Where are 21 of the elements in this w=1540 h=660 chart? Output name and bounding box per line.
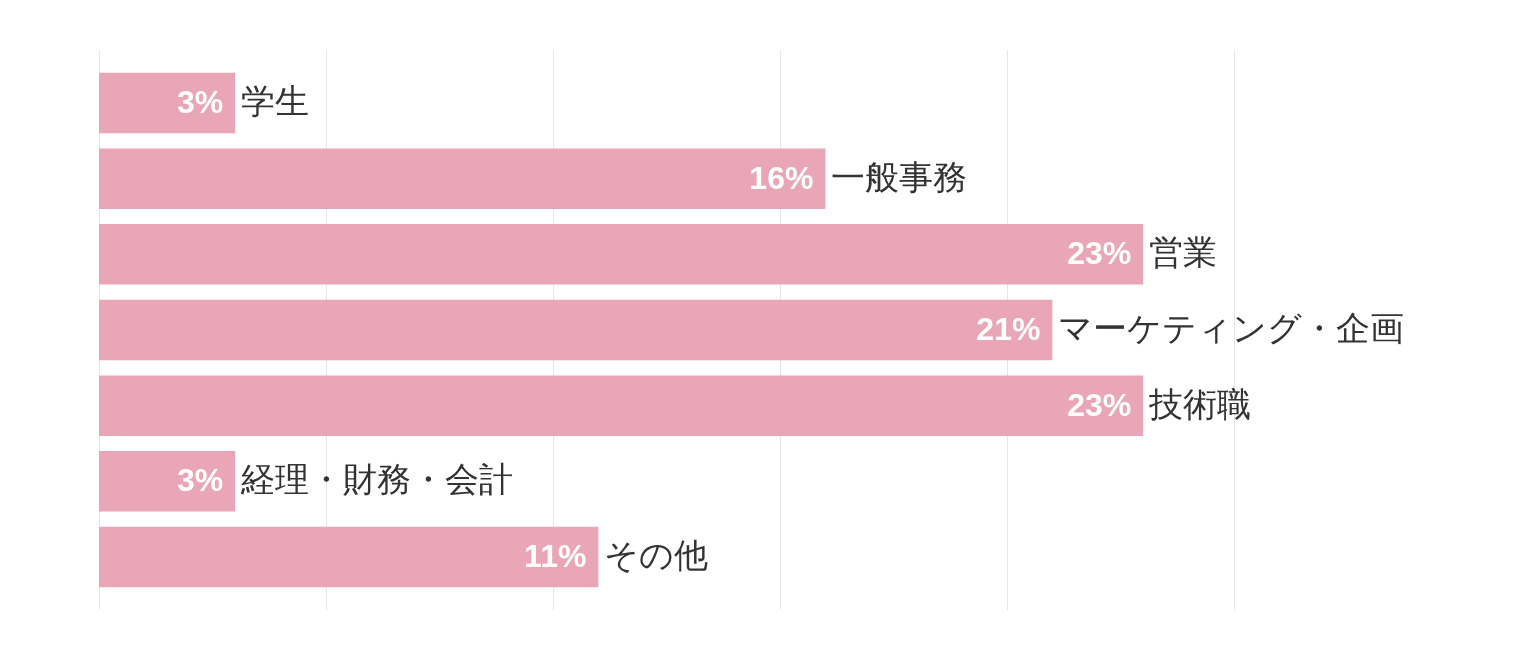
data-label: 11% <box>524 538 587 575</box>
data-label: 3% <box>176 83 224 120</box>
bar <box>99 72 236 134</box>
data-label: 23% <box>1067 386 1132 423</box>
y-tick-label: その他 <box>604 536 709 575</box>
y-tick-label: マーケティング・企画 <box>1058 309 1405 347</box>
data-label: 3% <box>176 462 224 499</box>
bar <box>99 526 599 588</box>
bar <box>99 148 826 209</box>
bar <box>99 451 236 512</box>
bar <box>99 375 1144 436</box>
data-label: 21% <box>976 311 1041 347</box>
y-tick-label: 経理・財務・会計 <box>240 460 514 499</box>
y-tick-label: 技術職 <box>1148 384 1252 423</box>
data-label: 23% <box>1067 235 1132 272</box>
y-tick-label: 学生 <box>241 81 310 120</box>
y-tick-label: 営業 <box>1149 233 1218 272</box>
data-label: 16% <box>749 159 814 196</box>
y-tick-label: 一般事務 <box>831 157 968 196</box>
bar <box>99 299 1053 361</box>
bar <box>99 224 1144 285</box>
